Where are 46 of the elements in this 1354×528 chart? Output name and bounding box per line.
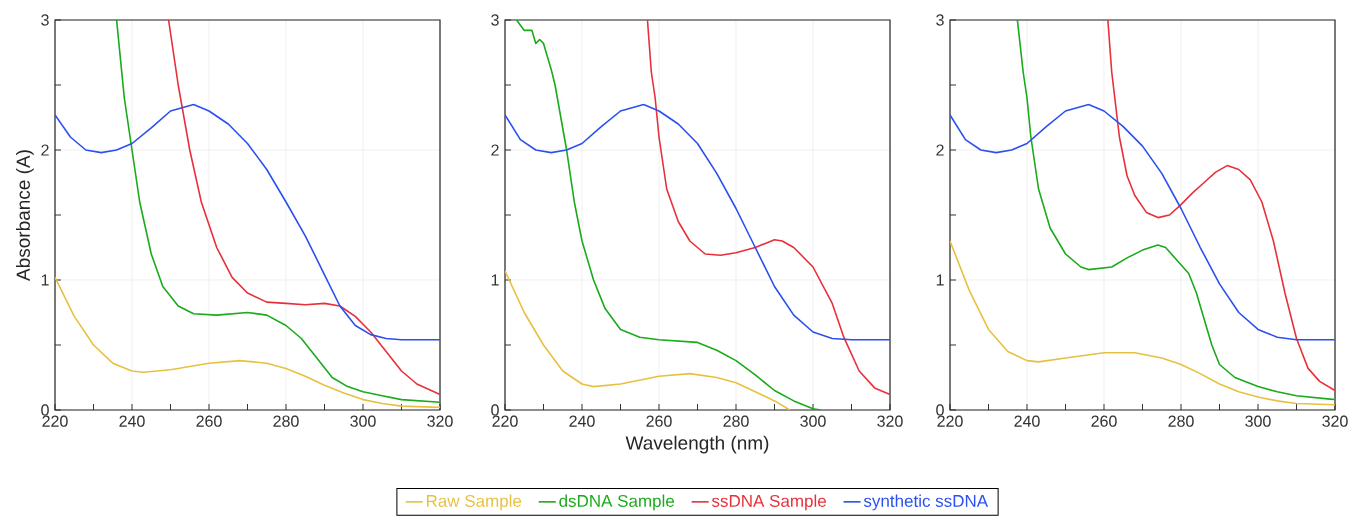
y-tick-label: 2 (41, 144, 49, 156)
y-tick-label: 0 (41, 404, 49, 416)
line-series (646, 20, 891, 396)
line-series (505, 270, 791, 410)
y-tick-label: 1 (41, 274, 49, 286)
x-tick-label: 320 (877, 415, 903, 427)
y-tick-label: 2 (936, 144, 944, 156)
x-axis-title: Wavelength (nm) (625, 435, 769, 454)
y-tick-label: 0 (491, 404, 499, 416)
line-series (505, 103, 891, 341)
x-tick-label: 220 (42, 415, 68, 427)
y-axis-title: Absorbance (A) (16, 150, 34, 281)
line-series (950, 240, 1336, 406)
y-tick-label: 1 (936, 274, 944, 286)
x-tick-label: 220 (937, 415, 963, 427)
x-tick-label: 280 (723, 415, 749, 427)
x-tick-label: 300 (350, 415, 376, 427)
y-tick-label: 0 (936, 404, 944, 416)
y-tick-label: 1 (491, 274, 499, 286)
line-series (950, 103, 1336, 341)
y-tick-label: 2 (491, 144, 499, 156)
legend-label: dsDNA Sample (559, 494, 675, 511)
x-tick-label: 320 (1322, 415, 1348, 427)
line-series (167, 20, 441, 396)
x-tick-label: 260 (196, 415, 222, 427)
x-tick-label: 280 (273, 415, 299, 427)
legend-label: Raw Sample (426, 494, 522, 511)
x-tick-label: 260 (1091, 415, 1117, 427)
line-series (115, 20, 441, 403)
line-series (1107, 20, 1336, 392)
x-tick-label: 260 (646, 415, 672, 427)
y-tick-label: 3 (491, 14, 499, 26)
legend-label: ssDNA Sample (711, 494, 826, 511)
x-tick-label: 320 (427, 415, 453, 427)
x-tick-label: 240 (1014, 415, 1040, 427)
line-series (55, 103, 441, 341)
y-tick-label: 3 (41, 14, 49, 26)
legend-label: synthetic ssDNA (863, 494, 989, 511)
x-tick-label: 220 (492, 415, 518, 427)
line-series (515, 20, 822, 410)
x-tick-label: 300 (1245, 415, 1271, 427)
y-tick-label: 3 (936, 14, 944, 26)
x-tick-label: 280 (1168, 415, 1194, 427)
x-tick-label: 240 (119, 415, 145, 427)
x-tick-label: 300 (800, 415, 826, 427)
x-tick-label: 240 (569, 415, 595, 427)
